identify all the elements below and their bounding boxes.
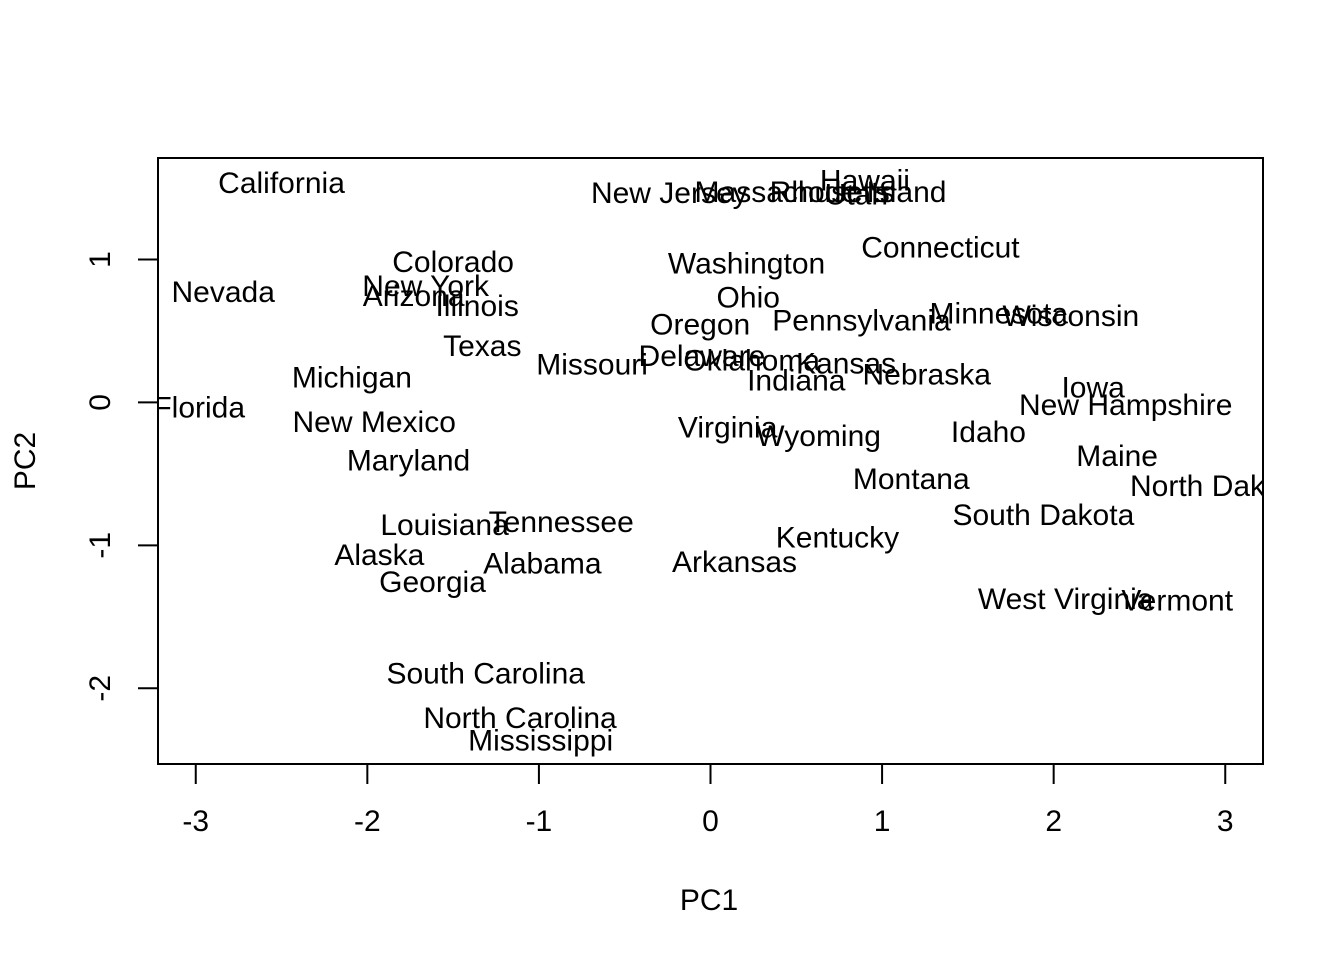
point-label: New Jersey — [591, 177, 748, 210]
point-label: Pennsylvania — [772, 304, 951, 337]
x-tick-label: 3 — [1217, 805, 1234, 838]
y-tick-label: -2 — [84, 675, 117, 702]
point-label: Oklahoma — [683, 344, 820, 377]
point-label: Louisiana — [380, 509, 509, 542]
point-label: Nevada — [171, 276, 275, 309]
point-label: Mississippi — [468, 725, 613, 758]
point-label: Maryland — [347, 445, 470, 478]
point-label: South Carolina — [386, 657, 585, 690]
point-label: Wisconsin — [1002, 300, 1139, 333]
point-label: Indiana — [747, 364, 846, 397]
point-label: Vermont — [1121, 585, 1233, 618]
point-label: Colorado — [392, 246, 514, 279]
x-tick-label: -3 — [182, 805, 209, 838]
x-tick-label: -2 — [354, 805, 381, 838]
point-labels: Alabama Alaska Arizona Arkansas California Co… — [153, 164, 1307, 758]
point-label: Rhode Island — [770, 176, 947, 209]
point-label: Massachusetts — [695, 176, 895, 209]
point-label: Iowa — [1061, 372, 1125, 405]
point-label: California — [218, 167, 345, 200]
point-label: Kentucky — [776, 522, 899, 555]
point-label: Minnesota — [930, 297, 1069, 330]
point-label: Ohio — [717, 282, 780, 315]
point-label: Kansas — [796, 347, 896, 380]
x-tick-label: 1 — [874, 805, 891, 838]
point-label: Utah — [825, 179, 888, 212]
point-label: Oregon — [650, 309, 750, 342]
point-label: Florida — [153, 392, 245, 425]
point-label: Delaware — [639, 340, 766, 373]
x-tick-label: -1 — [526, 805, 553, 838]
point-label: Virginia — [678, 412, 778, 445]
point-label: Connecticut — [861, 232, 1020, 265]
x-tick-label: 2 — [1045, 805, 1062, 838]
point-label: North Dakota — [1130, 470, 1307, 503]
x-axis-title: PC1 — [680, 884, 738, 917]
point-label: Montana — [853, 463, 970, 496]
x-tick-label: 0 — [702, 805, 719, 838]
point-label: Nebraska — [862, 359, 991, 392]
x-axis: -3 -2 -1 0 1 2 3 — [182, 763, 1234, 838]
point-label: Idaho — [951, 416, 1026, 449]
y-tick-label: 1 — [84, 251, 117, 268]
point-label: New Hampshire — [1019, 389, 1232, 422]
point-label: Georgia — [379, 566, 486, 599]
y-axis: -2 -1 0 1 — [84, 251, 159, 702]
point-label: Wyoming — [756, 420, 881, 453]
y-tick-label: -1 — [84, 532, 117, 559]
point-label: West Virginia — [978, 583, 1154, 616]
point-label: Arizona — [363, 280, 465, 313]
point-label: New York — [362, 270, 490, 303]
point-label: New Mexico — [293, 406, 456, 439]
point-label: South Dakota — [952, 499, 1134, 532]
point-label: Arkansas — [672, 546, 797, 579]
point-label: Missouri — [536, 349, 648, 382]
point-label: North Carolina — [423, 702, 617, 735]
point-label: Texas — [443, 330, 521, 363]
point-label: Michigan — [292, 362, 412, 395]
point-label: Tennessee — [489, 506, 634, 539]
point-label: Hawaii — [820, 164, 910, 197]
point-label: Illinois — [435, 290, 518, 323]
point-label: Alaska — [334, 539, 424, 572]
point-label: Maine — [1076, 440, 1158, 473]
y-axis-title: PC2 — [9, 432, 42, 490]
y-tick-label: 0 — [84, 394, 117, 411]
point-label: Alabama — [483, 547, 602, 580]
point-label: Washington — [668, 247, 825, 280]
